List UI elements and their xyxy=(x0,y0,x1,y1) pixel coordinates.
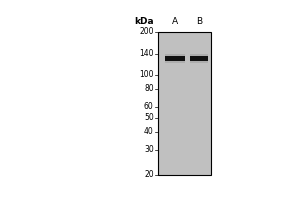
Text: 200: 200 xyxy=(139,27,154,36)
Text: 140: 140 xyxy=(139,49,154,58)
Text: 50: 50 xyxy=(144,113,154,122)
FancyBboxPatch shape xyxy=(190,54,208,63)
Text: 30: 30 xyxy=(144,145,154,154)
Text: 20: 20 xyxy=(144,170,154,179)
Text: 80: 80 xyxy=(144,84,154,93)
FancyBboxPatch shape xyxy=(190,56,208,61)
Text: 100: 100 xyxy=(139,70,154,79)
FancyBboxPatch shape xyxy=(158,32,211,175)
Text: 40: 40 xyxy=(144,127,154,136)
Text: kDa: kDa xyxy=(134,17,154,26)
FancyBboxPatch shape xyxy=(166,54,185,63)
Text: B: B xyxy=(196,17,202,26)
Text: 60: 60 xyxy=(144,102,154,111)
FancyBboxPatch shape xyxy=(166,56,185,61)
Text: A: A xyxy=(172,17,178,26)
